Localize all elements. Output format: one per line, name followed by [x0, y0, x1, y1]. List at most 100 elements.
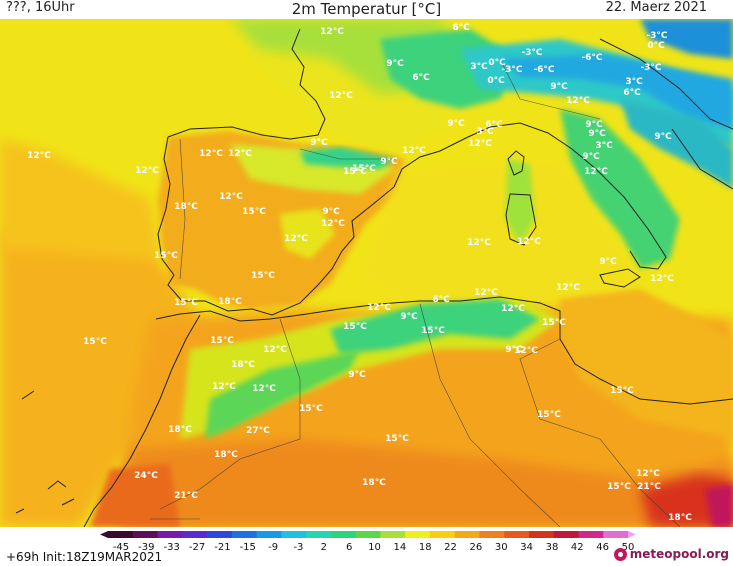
legend-tick-label: -45	[113, 542, 129, 553]
libya-hottest	[705, 484, 733, 527]
legend-tick-label: -15	[240, 542, 256, 553]
legend-tick-label: 26	[470, 542, 483, 553]
temp-label-l42: 9°C	[322, 207, 340, 217]
temp-label-l37: 9°C	[380, 157, 398, 167]
temp-label-l24: 9°C	[654, 132, 672, 142]
temp-label-l48: 15°C	[251, 271, 275, 281]
temp-label-l43: 12°C	[321, 219, 345, 229]
legend-tick-label: 38	[546, 542, 559, 553]
temp-label-l73: 15°C	[385, 434, 409, 444]
legend-tick-label: 50	[622, 542, 635, 553]
legend-ticks: -45 -39 -33 -27 -21 -15 -9 -3 2 6 10 14 18 22 26 30 34 38…	[113, 542, 635, 553]
legend-bar	[100, 531, 636, 538]
temp-label-l57: 12°C	[556, 283, 580, 293]
temp-label-l39: 18°C	[174, 202, 198, 212]
temp-label-l79: 15°C	[610, 386, 634, 396]
legend-swatch	[504, 531, 530, 538]
temp-label-l21: 6°C	[485, 120, 503, 130]
temp-label-l71: 15°C	[299, 404, 323, 414]
temp-label-l61: 15°C	[542, 318, 566, 328]
temp-label-l32: 12°C	[402, 146, 426, 156]
italy-green	[560, 109, 680, 269]
legend-swatch	[479, 531, 505, 538]
legend-tick-label: 22	[444, 542, 457, 553]
legend-tick-label: -9	[268, 542, 278, 553]
forecast-date: 22. Maerz 2021	[605, 0, 707, 15]
temp-label-l11: 3°C	[470, 62, 488, 72]
temp-label-l29: 12°C	[199, 149, 223, 159]
morocco-coast-warm	[90, 464, 180, 527]
temp-label-l25: 12°C	[27, 151, 51, 161]
temp-label-l47: 12°C	[517, 237, 541, 247]
legend-swatch	[256, 531, 282, 538]
pyrenees-cold	[300, 147, 395, 169]
legend-tick-label: 42	[571, 542, 584, 553]
meteopool-logo[interactable]: meteopool.org	[613, 547, 729, 561]
temp-label-l74: 18°C	[168, 425, 192, 435]
legend-swatch	[578, 531, 604, 538]
temp-label-l70: 9°C	[348, 370, 366, 380]
legend-tick-label: -3	[293, 542, 303, 553]
temp-label-l10: 0°C	[488, 58, 506, 68]
color-legend: -45 -39 -33 -27 -21 -15 -9 -3 2 6 10 14 18 22 26 30 34 38…	[100, 531, 636, 553]
temp-label-l64: 9°C	[505, 345, 523, 355]
temperature-labels: 12°C 6°C9°C6°C12°C-3°C -6°C-3°C0°C0°C3°C -6…	[27, 23, 692, 523]
temp-label-l55: 6°C	[432, 295, 450, 305]
temp-label-l1: 12°C	[320, 27, 344, 37]
atlas-green-2	[205, 349, 360, 439]
map-title: 2m Temperatur [°C]	[291, 0, 442, 18]
temp-label-l30: 12°C	[228, 149, 252, 159]
legend-tick-label: -21	[214, 542, 230, 553]
temp-label-l69: 12°C	[252, 384, 276, 394]
legend-swatch	[454, 531, 480, 538]
temp-label-l76: 24°C	[134, 471, 158, 481]
legend-swatch	[182, 531, 208, 538]
corsica-sardinia	[505, 159, 535, 244]
temp-label-l20: 9°C	[447, 119, 465, 129]
legend-swatch	[281, 531, 307, 538]
temp-label-l18: 9°C	[550, 82, 568, 92]
legend-swatch	[207, 531, 233, 538]
temp-label-l38: 12°C	[584, 167, 608, 177]
temp-label-l75: 18°C	[214, 450, 238, 460]
temp-label-l3: 9°C	[386, 59, 404, 69]
temp-label-l41: 15°C	[242, 207, 266, 217]
coastlines	[15, 28, 733, 527]
temp-label-l83: 18°C	[668, 513, 692, 523]
temp-label-l81: 15°C	[607, 482, 631, 492]
med-sea	[360, 159, 640, 309]
temp-label-l26: 9°C	[310, 138, 328, 148]
legend-tick-label: 34	[520, 542, 533, 553]
temp-label-l15: -3°C	[640, 63, 661, 73]
legend-tick-label: 30	[495, 542, 508, 553]
country-borders	[150, 58, 681, 527]
legend-tick-label: -27	[189, 542, 205, 553]
legend-swatch	[157, 531, 183, 538]
temp-label-l8: -3°C	[646, 31, 667, 41]
temp-label-l4: 6°C	[412, 73, 430, 83]
temp-label-l14: 0°C	[487, 76, 505, 86]
temp-label-l22: 3°C	[476, 127, 494, 137]
logo-icon	[613, 547, 627, 561]
temp-label-l6: -3°C	[521, 48, 542, 58]
temp-label-l60: 12°C	[501, 304, 525, 314]
temp-label-l7: -6°C	[581, 53, 602, 63]
temp-label-l17: 6°C	[623, 88, 641, 98]
temp-label-l68: 12°C	[212, 382, 236, 392]
location-time-label: ???, 16Uhr	[6, 0, 75, 15]
temp-label-l52: 18°C	[218, 297, 242, 307]
legend-tick-label: -33	[164, 542, 180, 553]
temp-label-l59: 15°C	[421, 326, 445, 336]
temp-label-l23: 9°C	[585, 120, 603, 130]
legend-tick-label: 2	[321, 542, 327, 553]
legend-swatch	[553, 531, 579, 538]
sahara-orange	[120, 439, 733, 527]
temp-label-l35: 12°C	[468, 139, 492, 149]
temp-label-l67: 12°C	[514, 346, 538, 356]
temp-label-l31: 15°C	[352, 164, 376, 174]
temp-label-l49: 12°C	[650, 274, 674, 284]
temp-label-l9: 0°C	[647, 41, 665, 51]
temp-label-l53: 15°C	[343, 322, 367, 332]
temperature-map[interactable]: 12°C 6°C9°C6°C12°C-3°C -6°C-3°C0°C0°C3°C -6…	[0, 19, 733, 527]
